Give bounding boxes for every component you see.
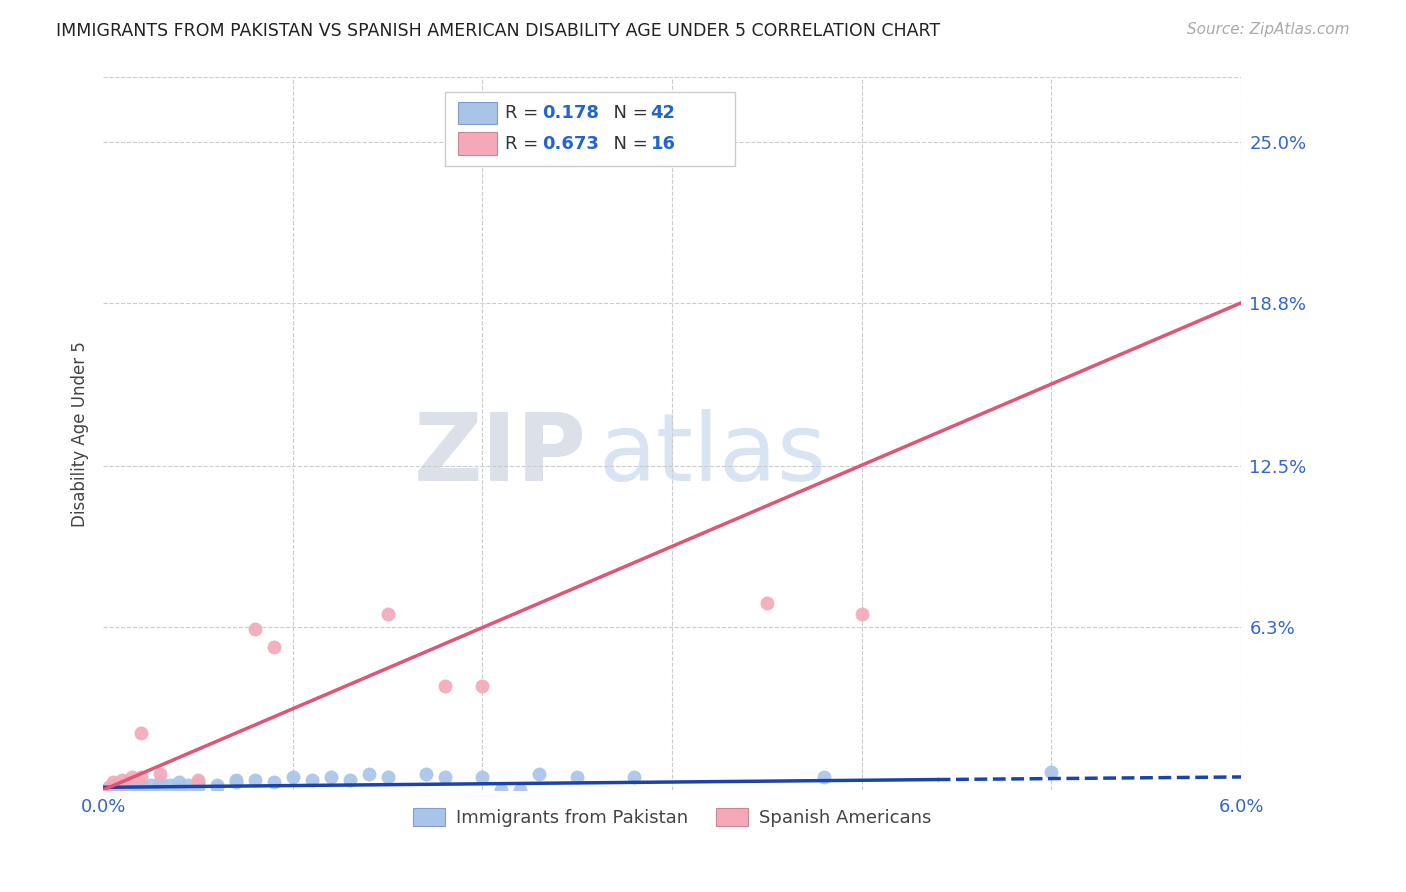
Point [139,778,162,792]
Point [187,778,209,792]
Point [377,607,399,621]
Point [107,780,129,795]
Point [471,679,494,693]
Point [529,767,551,781]
Point [159,778,181,792]
Point [187,780,209,795]
Point [623,770,645,784]
FancyBboxPatch shape [458,132,496,155]
Point [301,772,323,787]
Legend: Immigrants from Pakistan, Spanish Americans: Immigrants from Pakistan, Spanish Americ… [406,800,938,834]
Point [187,775,209,789]
Point [415,767,437,781]
Point [205,778,228,792]
Text: 42: 42 [651,104,675,122]
Point [111,778,134,792]
Point [491,783,513,797]
Point [281,770,304,784]
Point [129,778,152,792]
Point [121,780,143,795]
Point [567,770,589,784]
Point [97,780,120,795]
Point [509,783,531,797]
Point [129,726,152,740]
Text: 0.178: 0.178 [543,104,599,122]
Point [755,596,778,610]
Point [167,775,190,789]
Point [177,778,200,792]
Point [377,770,399,784]
Point [149,767,172,781]
Text: R =: R = [505,104,544,122]
Point [339,772,361,787]
Point [243,622,266,636]
Point [433,679,456,693]
Text: Source: ZipAtlas.com: Source: ZipAtlas.com [1187,22,1350,37]
Point [187,772,209,787]
Text: 16: 16 [651,135,675,153]
Point [111,780,134,795]
Point [851,607,873,621]
Point [149,775,172,789]
Point [225,775,247,789]
Y-axis label: Disability Age Under 5: Disability Age Under 5 [72,341,89,526]
Text: IMMIGRANTS FROM PAKISTAN VS SPANISH AMERICAN DISABILITY AGE UNDER 5 CORRELATION : IMMIGRANTS FROM PAKISTAN VS SPANISH AMER… [56,22,941,40]
Text: ZIP: ZIP [413,409,586,501]
Point [167,780,190,795]
Point [115,775,138,789]
Point [813,770,835,784]
Point [127,778,149,792]
Point [149,780,172,795]
FancyBboxPatch shape [444,92,735,167]
Point [357,767,380,781]
Point [319,770,342,784]
Point [225,772,247,787]
Point [205,780,228,795]
FancyBboxPatch shape [458,102,496,125]
Point [433,770,456,784]
Point [101,778,124,792]
Text: 0.673: 0.673 [543,135,599,153]
Point [129,780,152,795]
Point [129,770,152,784]
Point [97,780,120,795]
Point [111,772,134,787]
Point [111,778,134,792]
Text: R =: R = [505,135,544,153]
Point [121,770,143,784]
Point [471,770,494,784]
Point [263,775,285,789]
Point [263,640,285,655]
Text: N =: N = [602,135,652,153]
Point [243,772,266,787]
Text: atlas: atlas [598,409,827,501]
Point [1040,764,1063,779]
Point [101,775,124,789]
Text: N =: N = [602,104,652,122]
